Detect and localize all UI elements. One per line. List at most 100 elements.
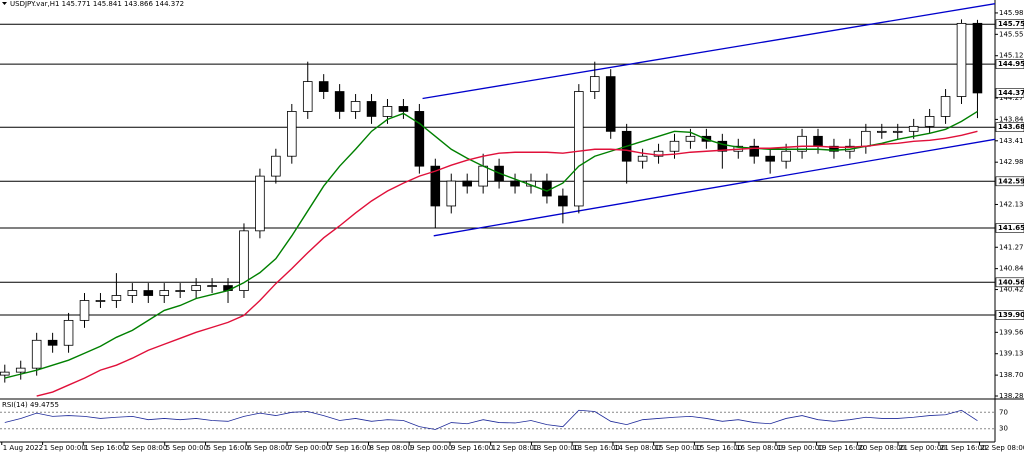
price-tag xyxy=(995,88,1024,98)
candle-body xyxy=(749,145,760,157)
candle-body xyxy=(829,145,839,152)
rsi-level-label: 70 xyxy=(999,408,1008,416)
y-tick-label: 140.420 xyxy=(999,286,1024,294)
price-tag-label: 142.596 xyxy=(998,177,1024,185)
x-tick-label: 15 Sep 16:00 xyxy=(695,444,742,452)
y-tick-label: 143.410 xyxy=(999,137,1024,145)
candle-body xyxy=(605,76,616,132)
candle-body xyxy=(239,230,249,291)
x-tick-label: 20 Sep 08:00 xyxy=(858,444,905,452)
candle-body xyxy=(350,101,361,112)
price-panel xyxy=(0,3,995,397)
price-tag xyxy=(995,277,1024,288)
price-tag xyxy=(995,310,1024,320)
candle-body xyxy=(446,180,457,207)
price-tag xyxy=(995,223,1024,233)
price-tag-label: 144.372 xyxy=(998,89,1024,97)
y-tick-label: 138.280 xyxy=(999,392,1024,400)
candle-body xyxy=(334,91,345,112)
x-tick-label: 21 Sep 00:00 xyxy=(899,444,946,452)
x-tick-label: 22 Sep 08:00 xyxy=(981,444,1024,452)
y-tick-label: 144.270 xyxy=(999,94,1024,102)
candle-body xyxy=(414,111,425,167)
candle-body xyxy=(956,22,967,97)
candle-body xyxy=(111,295,122,301)
x-tick-label: 6 Sep 08:00 xyxy=(247,444,289,452)
x-tick-label: 1 Sep 16:00 xyxy=(84,444,126,452)
x-tick-label: 9 Sep 00:00 xyxy=(410,444,452,452)
price-tag xyxy=(995,59,1024,69)
candle-body xyxy=(972,22,983,94)
y-tick-label: 139.560 xyxy=(999,328,1024,336)
y-tick-label: 145.120 xyxy=(999,52,1024,60)
x-tick-label: 13 Sep 00:00 xyxy=(532,444,579,452)
price-tag-label: 139.908 xyxy=(998,311,1024,319)
x-tick-label: 1 Aug 2022 xyxy=(3,444,43,452)
candle-body xyxy=(574,91,584,207)
y-tick-label: 145.550 xyxy=(999,30,1024,38)
candle-body xyxy=(79,300,90,321)
x-tick-label: 5 Sep 16:00 xyxy=(207,444,249,452)
rsi-line xyxy=(4,409,978,430)
price-tag xyxy=(995,19,1024,30)
candle-body xyxy=(861,130,871,147)
candle-body xyxy=(159,290,170,296)
candle-body xyxy=(924,116,935,127)
candle-body xyxy=(207,285,217,287)
x-tick-label: 16 Sep 08:00 xyxy=(736,444,783,452)
candle-body xyxy=(462,180,472,187)
candle-body xyxy=(287,111,297,157)
price-tag xyxy=(995,122,1024,133)
y-tick-label: 139.130 xyxy=(999,350,1024,358)
candle-body xyxy=(510,180,520,187)
rsi-label: RSI(14) 49.4755 xyxy=(2,401,59,409)
price-tag xyxy=(995,176,1024,187)
candle-body xyxy=(127,290,138,296)
candle-body xyxy=(31,339,42,369)
candle-body xyxy=(765,155,775,162)
candle-body xyxy=(382,106,393,117)
candle-body xyxy=(191,285,201,291)
x-tick-label: 1 Sep 00:00 xyxy=(44,444,86,452)
candle-body xyxy=(908,125,919,132)
trendline xyxy=(422,3,995,100)
candle-body xyxy=(717,140,728,152)
candle-body xyxy=(637,155,648,162)
price-tag-label: 143.683 xyxy=(998,123,1024,131)
y-tick-label: 145.980 xyxy=(999,9,1024,17)
candle-body xyxy=(781,150,791,162)
candle-body xyxy=(47,339,58,346)
price-tag-label: 140.566 xyxy=(998,278,1024,286)
rsi-level-label: 30 xyxy=(999,425,1008,433)
candle-body xyxy=(398,106,409,112)
price-tag-label: 141.657 xyxy=(998,224,1024,232)
y-tick-label: 141.270 xyxy=(999,243,1024,251)
x-tick-label: 13 Sep 16:00 xyxy=(573,444,620,452)
y-tick-label: 140.840 xyxy=(999,265,1024,273)
candle-body xyxy=(669,140,680,152)
x-tick-label: 12 Sep 08:00 xyxy=(492,444,539,452)
candle-body xyxy=(813,135,823,147)
candle-body xyxy=(797,135,807,152)
y-tick-label: 142.130 xyxy=(999,200,1024,208)
x-tick-label: 8 Sep 08:00 xyxy=(370,444,412,452)
candle-body xyxy=(877,130,887,133)
x-tick-label: 14 Sep 08:00 xyxy=(614,444,661,452)
x-tick-label: 15 Sep 00:00 xyxy=(655,444,702,452)
candle-body xyxy=(366,101,377,117)
price-tag-label: 145.753 xyxy=(998,20,1024,28)
candle-body xyxy=(318,81,329,92)
candle-body xyxy=(940,96,951,117)
candle-body xyxy=(685,135,696,142)
candle-body xyxy=(478,165,488,187)
x-tick-label: 2 Sep 08:00 xyxy=(125,444,167,452)
candle-body xyxy=(302,81,313,112)
x-tick-label: 9 Sep 16:00 xyxy=(451,444,493,452)
candle-body xyxy=(143,290,154,296)
axes: 145.980 145.550 145.120 144.270 143.840 143.4… xyxy=(1,9,1024,452)
x-tick-label: 5 Sep 00:00 xyxy=(166,444,208,452)
candle-body xyxy=(589,76,600,92)
x-tick-label: 19 Sep 16:00 xyxy=(818,444,865,452)
